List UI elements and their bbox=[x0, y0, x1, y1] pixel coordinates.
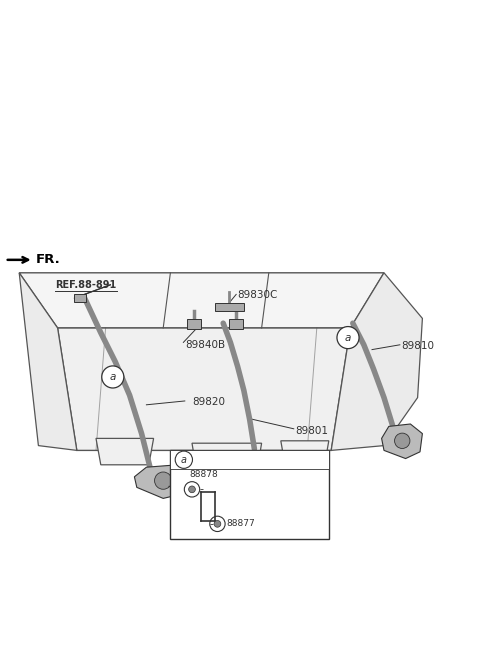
Polygon shape bbox=[19, 273, 77, 451]
Text: FR.: FR. bbox=[36, 253, 61, 266]
Circle shape bbox=[184, 482, 200, 497]
Circle shape bbox=[214, 520, 221, 527]
Circle shape bbox=[337, 327, 359, 348]
Text: 89820: 89820 bbox=[192, 398, 225, 407]
Bar bbox=[74, 294, 86, 302]
Polygon shape bbox=[331, 273, 422, 451]
Bar bbox=[170, 451, 329, 539]
Polygon shape bbox=[134, 465, 194, 499]
Text: a: a bbox=[345, 333, 351, 342]
Bar bbox=[170, 451, 329, 469]
Circle shape bbox=[189, 486, 195, 493]
Text: a: a bbox=[181, 455, 187, 464]
Text: a: a bbox=[109, 372, 116, 382]
Polygon shape bbox=[281, 441, 329, 468]
Circle shape bbox=[155, 472, 172, 489]
Text: 88877: 88877 bbox=[226, 520, 255, 528]
Bar bbox=[187, 319, 201, 329]
Text: 89830C: 89830C bbox=[238, 291, 278, 300]
Text: 89840B: 89840B bbox=[185, 340, 225, 350]
Bar bbox=[229, 319, 243, 329]
Text: REF.88-891: REF.88-891 bbox=[55, 280, 117, 290]
Polygon shape bbox=[19, 273, 384, 328]
Text: 89801: 89801 bbox=[295, 426, 328, 436]
Bar bbox=[215, 302, 244, 311]
Polygon shape bbox=[58, 328, 350, 451]
Circle shape bbox=[395, 433, 410, 449]
Polygon shape bbox=[192, 443, 262, 472]
Text: 89810: 89810 bbox=[401, 341, 434, 351]
Text: 88878: 88878 bbox=[190, 470, 218, 479]
Circle shape bbox=[175, 451, 192, 468]
Circle shape bbox=[102, 366, 124, 388]
Circle shape bbox=[210, 516, 225, 531]
Polygon shape bbox=[382, 424, 422, 459]
Polygon shape bbox=[96, 438, 154, 465]
